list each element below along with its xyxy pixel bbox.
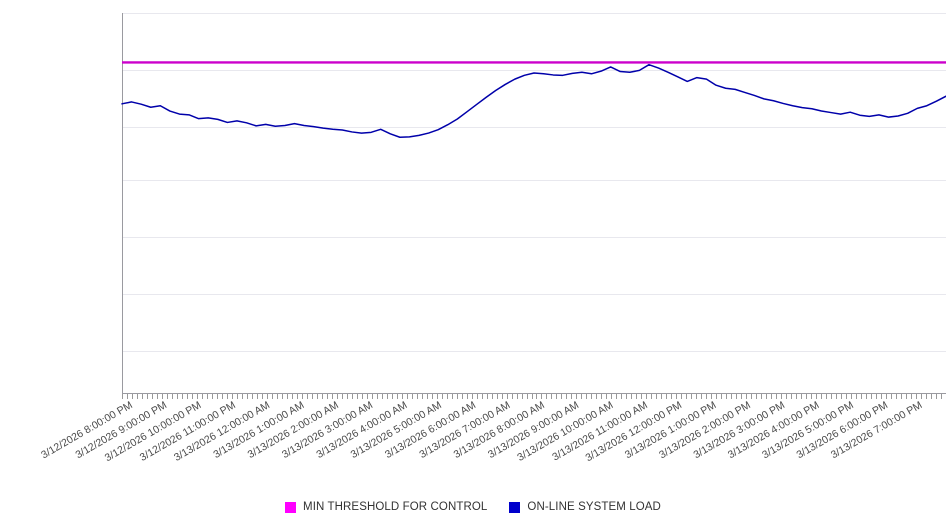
legend-label-min-threshold-for-control: MIN THRESHOLD FOR CONTROL bbox=[303, 501, 488, 513]
legend-item-min-threshold-for-control[interactable]: MIN THRESHOLD FOR CONTROL bbox=[285, 501, 487, 513]
legend-swatch-magenta bbox=[285, 501, 297, 513]
x-axis-ticks bbox=[122, 394, 942, 399]
gridlines bbox=[122, 13, 946, 352]
legend-swatch-blue bbox=[509, 501, 521, 513]
legend-item-on-line-system-load[interactable]: ON-LINE SYSTEM LOAD bbox=[509, 501, 661, 513]
legend-label-on-line-system-load: ON-LINE SYSTEM LOAD bbox=[527, 501, 661, 513]
chart-legend: MIN THRESHOLD FOR CONTROL ON-LINE SYSTEM… bbox=[0, 496, 946, 518]
x-axis-labels: 3/12/2026 8:00:00 PM3/12/2026 9:00:00 PM… bbox=[39, 399, 924, 464]
data-line-on-line-system-load bbox=[121, 63, 946, 139]
